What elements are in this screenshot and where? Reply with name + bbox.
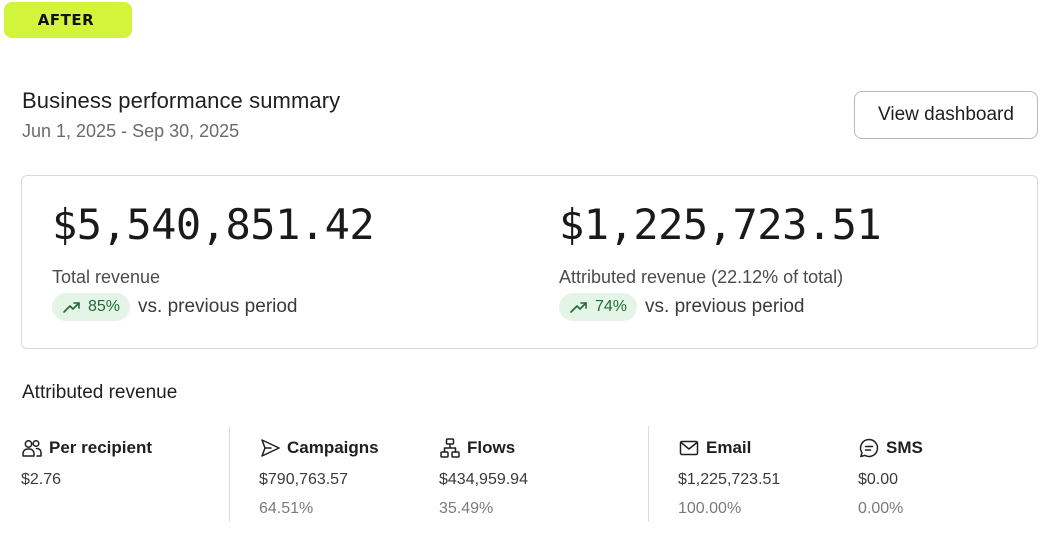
stat-sms-value: $0.00 <box>858 471 899 488</box>
total-revenue-value: $5,540,851.42 <box>52 200 375 249</box>
stat-email-percent: 100.00% <box>678 500 742 517</box>
stat-flows-percent: 35.49% <box>439 500 494 517</box>
stat-flows-label: Flows <box>467 438 516 457</box>
stat-flows-header: Flows <box>439 436 528 460</box>
users-icon <box>22 439 42 457</box>
stat-flows-value: $434,959.94 <box>439 471 528 488</box>
attributed-revenue-label: Attributed revenue (22.12% of total) <box>559 267 844 287</box>
page-title: Business performance summary <box>22 88 341 113</box>
stat-flows: Flows $434,959.94 35.49% <box>439 436 528 518</box>
total-revenue-label: Total revenue <box>52 267 161 287</box>
stat-campaigns-label: Campaigns <box>287 438 379 457</box>
date-range: Jun 1, 2025 - Sep 30, 2025 <box>22 121 240 141</box>
stat-sms: SMS $0.00 0.00% <box>858 436 923 518</box>
stat-per-recipient-value: $2.76 <box>21 471 62 488</box>
stat-sms-label: SMS <box>886 438 923 457</box>
total-revenue-delta-value: 85% <box>88 298 121 315</box>
flow-icon <box>440 438 460 458</box>
stat-campaigns-percent: 64.51% <box>259 500 314 517</box>
stat-per-recipient-label: Per recipient <box>49 438 152 457</box>
stat-per-recipient: Per recipient $2.76 <box>21 436 152 489</box>
stat-divider <box>229 426 230 522</box>
after-tag: AFTER <box>4 2 132 38</box>
trending-up-icon <box>570 302 587 313</box>
stat-email-header: Email <box>678 436 780 460</box>
attributed-revenue-value: $1,225,723.51 <box>559 200 882 249</box>
attributed-revenue-comparison: vs. previous period <box>645 296 805 317</box>
attributed-revenue-delta-value: 74% <box>595 298 628 315</box>
attributed-revenue-delta-badge: 74% <box>559 293 638 321</box>
attributed-revenue-metric: $1,225,723.51 Attributed revenue (22.12%… <box>559 200 882 321</box>
total-revenue-delta-badge: 85% <box>52 293 131 321</box>
stat-campaigns-header: Campaigns <box>259 436 379 460</box>
chat-icon <box>859 438 879 458</box>
stat-per-recipient-header: Per recipient <box>21 436 152 460</box>
stat-email-value: $1,225,723.51 <box>678 471 781 488</box>
attributed-revenue-section-title: Attributed revenue <box>22 382 178 403</box>
trending-up-icon <box>63 302 80 313</box>
view-dashboard-button[interactable]: View dashboard <box>854 91 1038 139</box>
stat-campaigns-value: $790,763.57 <box>259 471 348 488</box>
total-revenue-metric: $5,540,851.42 Total revenue 85% vs. prev… <box>52 200 375 321</box>
stat-campaigns: Campaigns $790,763.57 64.51% <box>259 436 379 518</box>
attributed-revenue-delta-row: 74% vs. previous period <box>559 293 881 321</box>
total-revenue-comparison: vs. previous period <box>138 296 298 317</box>
stat-email-label: Email <box>706 438 752 457</box>
send-icon <box>261 439 280 457</box>
stat-divider <box>648 426 649 522</box>
stat-email: Email $1,225,723.51 100.00% <box>678 436 780 518</box>
mail-icon <box>679 440 699 456</box>
total-revenue-delta-row: 85% vs. previous period <box>52 293 374 321</box>
revenue-summary-card: $5,540,851.42 Total revenue 85% vs. prev… <box>21 175 1038 349</box>
stat-sms-percent: 0.00% <box>858 500 904 517</box>
stat-sms-header: SMS <box>858 436 923 460</box>
